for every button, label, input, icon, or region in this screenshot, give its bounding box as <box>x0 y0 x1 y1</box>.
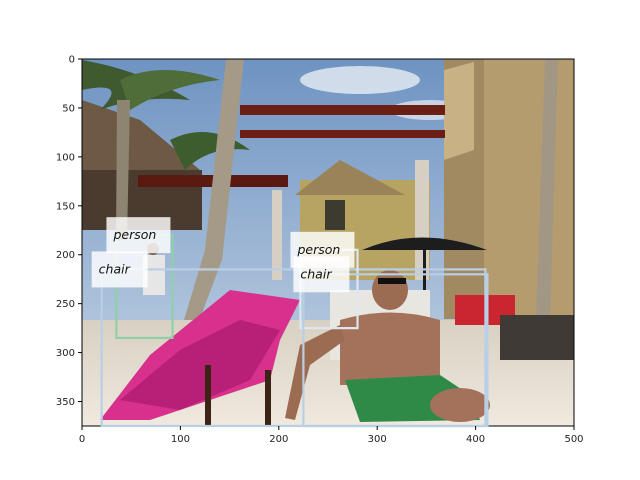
detection-label-bg <box>91 251 148 288</box>
detection-label: person <box>112 227 156 242</box>
y-tick-label: 150 <box>56 201 75 212</box>
y-tick-label: 350 <box>56 397 75 408</box>
x-tick-label: 500 <box>564 434 583 445</box>
x-tick-label: 300 <box>368 434 387 445</box>
y-tick-label: 0 <box>69 55 75 66</box>
x-axis: 0 100 200 300 400 500 <box>79 426 584 445</box>
detection-box <box>302 273 489 428</box>
detection-label: person <box>296 242 340 257</box>
detection-label: chair <box>99 261 131 276</box>
detection-label: chair <box>300 266 332 281</box>
y-axis: 0 50 100 150 200 250 300 350 <box>56 55 82 408</box>
x-tick-label: 100 <box>171 434 190 445</box>
detection-layer: person chair person chair <box>91 217 489 428</box>
y-tick-label: 50 <box>62 103 75 114</box>
detection-label-bg <box>293 256 350 293</box>
y-tick-label: 100 <box>56 152 75 163</box>
x-tick-label: 400 <box>466 434 485 445</box>
y-tick-label: 200 <box>56 250 75 261</box>
detection-label-bg <box>106 217 171 254</box>
y-tick-label: 250 <box>56 299 75 310</box>
y-tick-label: 300 <box>56 348 75 359</box>
x-tick-label: 0 <box>79 434 85 445</box>
x-tick-label: 200 <box>269 434 288 445</box>
